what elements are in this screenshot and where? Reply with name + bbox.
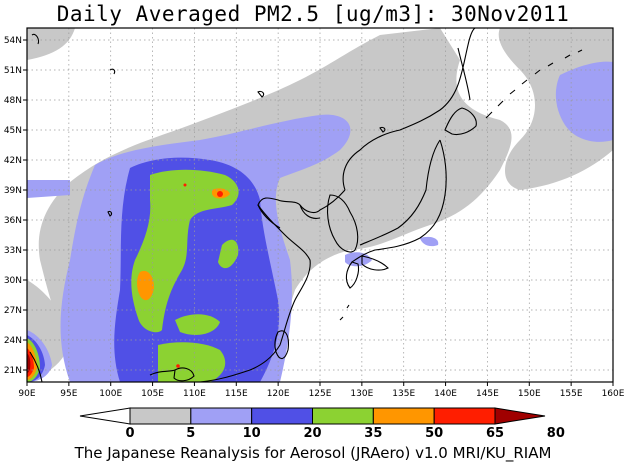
latitude-tick-label: 33N <box>4 246 22 256</box>
colorbar-swatch <box>190 407 253 425</box>
latitude-tick-label: 27N <box>4 306 22 316</box>
map-title: Daily Averaged PM2.5 [ug/m3]: 30Nov2011 <box>56 2 570 26</box>
longitude-axis: 90E 95E 100E 105E 110E 115E 120E 125E 130E 135E 14… <box>18 382 625 399</box>
colorbar-tick-label: 0 <box>125 426 134 441</box>
colorbar-tick-label: 50 <box>425 426 443 441</box>
colorbar-swatch <box>312 407 374 425</box>
latitude-tick-label: 36N <box>4 216 22 226</box>
longitude-tick-label: 95E <box>60 389 77 399</box>
latitude-axis: 21N 24N 27N 30N 33N 36N 39N 42N 45N 48N 51N 54N <box>4 36 27 376</box>
longitude-tick-label: 115E <box>225 389 248 399</box>
latitude-tick-label: 21N <box>4 366 22 376</box>
latitude-tick-label: 51N <box>4 66 22 76</box>
latitude-tick-label: 54N <box>4 36 22 46</box>
latitude-tick-label: 45N <box>4 126 22 136</box>
longitude-tick-label: 145E <box>476 389 499 399</box>
longitude-tick-label: 110E <box>183 389 206 399</box>
longitude-tick-label: 160E <box>602 389 625 399</box>
longitude-tick-label: 100E <box>99 389 122 399</box>
coastlines <box>29 28 583 382</box>
latitude-tick-label: 48N <box>4 96 22 106</box>
colorbar-swatch <box>251 407 314 425</box>
colorbar-swatch <box>433 407 496 425</box>
latitude-tick-label: 24N <box>4 336 22 346</box>
data-credit: The Japanese Reanalysis for Aerosol (JRA… <box>74 444 552 462</box>
colorbar-tick-label: 20 <box>303 426 321 441</box>
contour-level-over-80 <box>27 353 31 373</box>
colorbar-tick-label: 35 <box>364 426 382 441</box>
longitude-tick-label: 125E <box>309 389 332 399</box>
colorbar-tick-label: 10 <box>243 426 261 441</box>
longitude-tick-label: 105E <box>141 389 164 399</box>
map-gridlines <box>27 28 613 382</box>
longitude-tick-label: 150E <box>518 389 541 399</box>
latitude-tick-label: 30N <box>4 276 22 286</box>
concentration-field <box>27 28 613 382</box>
colorbar-tick-label: 65 <box>486 426 504 441</box>
colorbar-swatch <box>129 407 192 425</box>
longitude-tick-label: 140E <box>434 389 457 399</box>
longitude-tick-label: 155E <box>560 389 583 399</box>
longitude-tick-label: 130E <box>350 389 373 399</box>
colorbar-swatch <box>372 407 435 425</box>
longitude-tick-label: 120E <box>267 389 290 399</box>
longitude-tick-label: 135E <box>392 389 415 399</box>
colorbar-tick-label: 80 <box>547 426 565 441</box>
colorbar-min-arrow <box>79 407 131 425</box>
longitude-tick-label: 90E <box>18 389 35 399</box>
colorbar-tick-label: 5 <box>186 426 195 441</box>
latitude-tick-label: 39N <box>4 186 22 196</box>
colorbar-max-arrow <box>494 407 546 425</box>
latitude-tick-label: 42N <box>4 156 22 166</box>
colorbar: 0 5 10 20 35 50 65 80 <box>79 407 565 441</box>
